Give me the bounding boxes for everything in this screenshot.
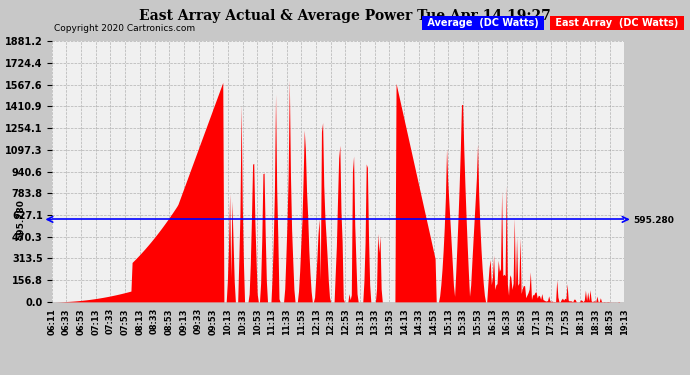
Text: Average  (DC Watts): Average (DC Watts): [424, 18, 542, 28]
Text: East Array Actual & Average Power Tue Apr 14 19:27: East Array Actual & Average Power Tue Ap…: [139, 9, 551, 23]
Text: 595.280: 595.280: [16, 199, 25, 240]
Text: Copyright 2020 Cartronics.com: Copyright 2020 Cartronics.com: [54, 24, 195, 33]
Text: East Array  (DC Watts): East Array (DC Watts): [552, 18, 682, 28]
